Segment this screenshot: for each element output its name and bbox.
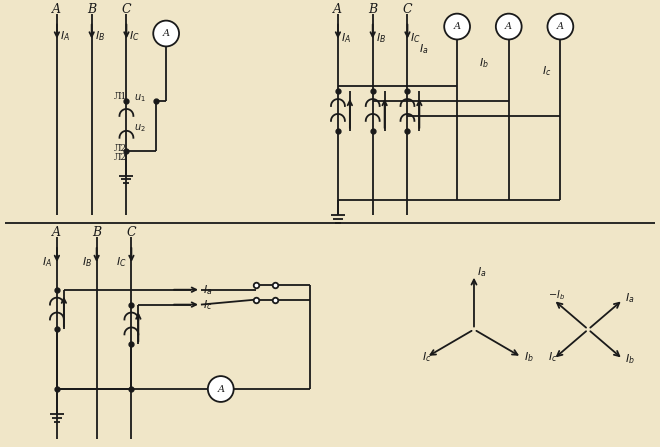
Circle shape [548, 14, 574, 39]
Text: $I_C$: $I_C$ [411, 32, 421, 46]
Circle shape [208, 376, 234, 402]
Text: C: C [403, 3, 412, 16]
Text: $u_1$: $u_1$ [135, 92, 146, 104]
Text: $I_a$: $I_a$ [625, 291, 634, 304]
Text: $I_c$: $I_c$ [203, 298, 213, 312]
Text: Л2: Л2 [114, 153, 127, 162]
Text: $I_b$: $I_b$ [523, 350, 533, 364]
Text: $I_b$: $I_b$ [625, 352, 635, 366]
Text: Л1: Л1 [114, 92, 127, 101]
Text: $I_B$: $I_B$ [376, 32, 386, 46]
Text: $I_A$: $I_A$ [42, 255, 52, 269]
Circle shape [444, 14, 470, 39]
Text: $I_A$: $I_A$ [341, 32, 351, 46]
Text: $I_C$: $I_C$ [117, 255, 127, 269]
Text: A: A [162, 29, 170, 38]
Circle shape [153, 21, 179, 46]
Text: B: B [87, 3, 96, 16]
Text: $-I_b$: $-I_b$ [548, 288, 566, 302]
Text: A: A [333, 3, 343, 16]
Text: Л2: Л2 [114, 144, 127, 153]
Text: $I_C$: $I_C$ [129, 30, 140, 43]
Text: $I_c$: $I_c$ [541, 64, 551, 78]
Text: $u_2$: $u_2$ [135, 122, 146, 134]
Text: A: A [453, 22, 461, 31]
Text: $I_c$: $I_c$ [422, 350, 432, 364]
Text: $I_a$: $I_a$ [203, 283, 213, 297]
Text: A: A [52, 226, 61, 239]
Text: $I_a$: $I_a$ [419, 42, 429, 56]
Text: A: A [52, 3, 61, 16]
Text: $I_B$: $I_B$ [82, 255, 92, 269]
Text: B: B [368, 3, 378, 16]
Text: C: C [121, 3, 131, 16]
Text: A: A [217, 384, 224, 393]
Text: $I_A$: $I_A$ [60, 30, 70, 43]
Text: $I_B$: $I_B$ [94, 30, 105, 43]
Text: B: B [92, 226, 101, 239]
Circle shape [496, 14, 521, 39]
Text: A: A [557, 22, 564, 31]
Text: $I_b$: $I_b$ [479, 56, 489, 70]
Text: A: A [506, 22, 512, 31]
Text: C: C [127, 226, 136, 239]
Text: $I_c$: $I_c$ [548, 350, 558, 364]
Text: $I_a$: $I_a$ [477, 265, 486, 279]
